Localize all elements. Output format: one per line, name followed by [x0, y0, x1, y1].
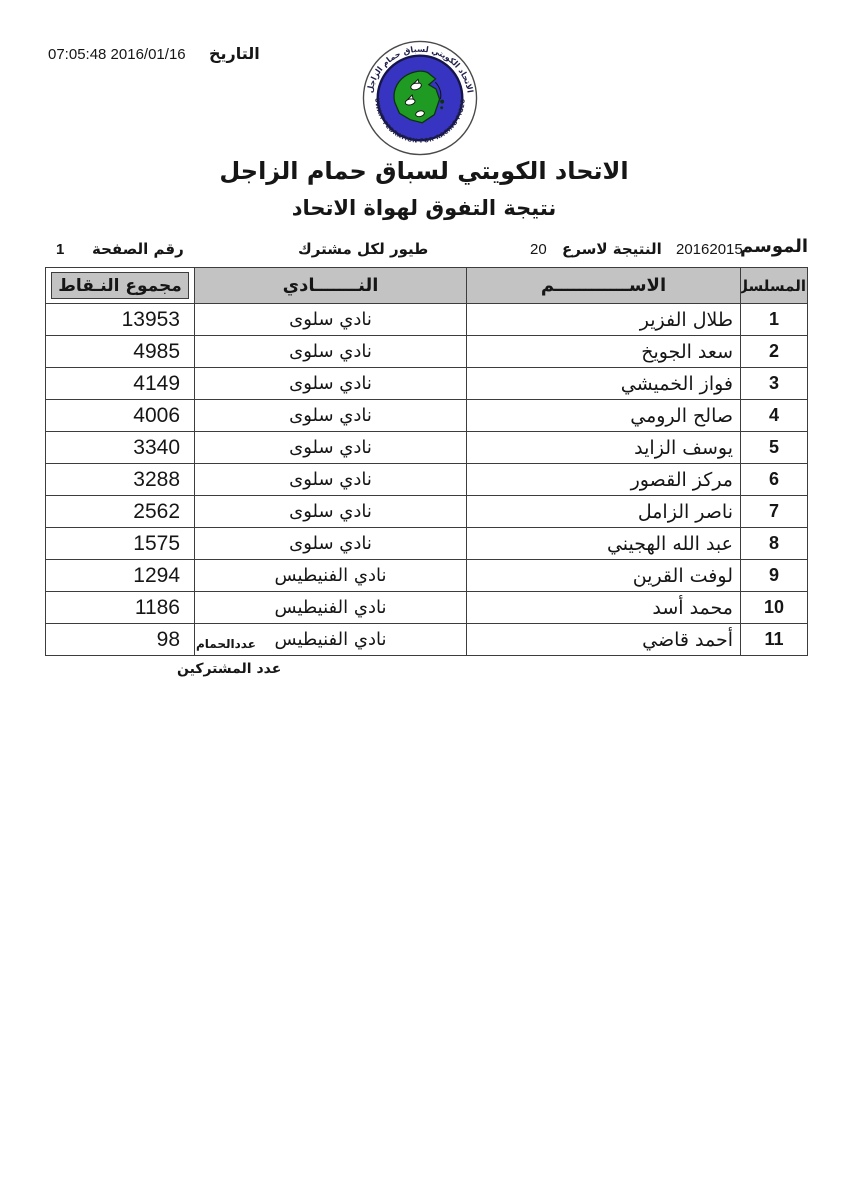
serial-cell: 8: [740, 527, 808, 560]
points-header-box: مجموع النـقاط: [51, 272, 189, 299]
serial-cell: 9: [740, 559, 808, 592]
club-cell: نادي سلوى: [194, 431, 467, 464]
page-subtitle: نتيجة التفوق لهواة الاتحاد: [291, 196, 557, 220]
serial-cell: 10: [740, 591, 808, 624]
federation-logo: الاتحاد الكويتي لسباق حمام الزاجل KUWAIT…: [358, 35, 479, 157]
name-cell: فواز الخميشي: [466, 367, 741, 400]
points-cell: 1294: [45, 559, 195, 592]
table-row: 5 يوسف الزايد نادي سلوى 3340: [45, 431, 808, 464]
results-body: 1 طلال الفزير نادي سلوى 13953 2 سعد الجو…: [45, 303, 808, 656]
participant-count-label: عدد المشتركين: [177, 661, 282, 677]
header-serial: المسلسل: [740, 267, 808, 304]
table-row: 9 لوفت القرين نادي الفنيطيس 1294: [45, 559, 808, 592]
pigeon-count-label: عددالحمام: [196, 637, 256, 651]
page-number-value: 1: [56, 241, 65, 258]
table-row: 1 طلال الفزير نادي سلوى 13953: [45, 303, 808, 336]
serial-cell: 1: [740, 303, 808, 336]
serial-cell: 2: [740, 335, 808, 368]
club-cell: نادي الفنيطيس: [194, 623, 467, 656]
result-label: النتيجة لاسرع: [562, 240, 662, 258]
results-table: المسلسل الاســــــــــــم النـــــــادي …: [45, 267, 808, 656]
table-row: 11 أحمد قاضي نادي الفنيطيس 98: [45, 623, 808, 656]
serial-cell: 7: [740, 495, 808, 528]
points-cell: 4985: [45, 335, 195, 368]
table-header-row: المسلسل الاســــــــــــم النـــــــادي …: [45, 267, 808, 304]
name-cell: ناصر الزامل: [466, 495, 741, 528]
name-cell: طلال الفزير: [466, 303, 741, 336]
pigeon-federation-logo-icon: الاتحاد الكويتي لسباق حمام الزاجل KUWAIT…: [358, 35, 478, 156]
table-row: 2 سعد الجويخ نادي سلوى 4985: [45, 335, 808, 368]
club-cell: نادي سلوى: [194, 335, 467, 368]
serial-cell: 11: [740, 623, 808, 656]
points-cell: 4149: [45, 367, 195, 400]
name-cell: لوفت القرين: [466, 559, 741, 592]
result-value: 20: [530, 241, 547, 258]
name-cell: محمد أسد: [466, 591, 741, 624]
club-cell: نادي الفنيطيس: [194, 591, 467, 624]
pigeon-marks: [404, 78, 425, 118]
report-timestamp: 07:05:48 2016/01/16: [48, 46, 186, 63]
name-cell: سعد الجويخ: [466, 335, 741, 368]
points-cell: 4006: [45, 399, 195, 432]
name-cell: صالح الرومي: [466, 399, 741, 432]
table-row: 4 صالح الرومي نادي سلوى 4006: [45, 399, 808, 432]
points-cell: 98: [45, 623, 195, 656]
page-number-label: رقم الصفحة: [92, 240, 184, 258]
date-label: التاريخ: [209, 44, 260, 63]
points-cell: 2562: [45, 495, 195, 528]
club-cell: نادي سلوى: [194, 527, 467, 560]
header-name: الاســــــــــــم: [466, 267, 741, 304]
table-row: 10 محمد أسد نادي الفنيطيس 1186: [45, 591, 808, 624]
serial-cell: 3: [740, 367, 808, 400]
points-cell: 1186: [45, 591, 195, 624]
serial-cell: 4: [740, 399, 808, 432]
column-border-tick: [194, 642, 195, 653]
page-title: الاتحاد الكويتي لسباق حمام الزاجل: [219, 157, 629, 185]
table-row: 8 عبد الله الهجيني نادي سلوى 1575: [45, 527, 808, 560]
club-cell: نادي الفنيطيس: [194, 559, 467, 592]
season-label: الموسم: [740, 236, 809, 257]
header-club: النـــــــادي: [194, 267, 467, 304]
table-row: 6 مركز القصور نادي سلوى 3288: [45, 463, 808, 496]
table-row: 3 فواز الخميشي نادي سلوى 4149: [45, 367, 808, 400]
serial-cell: 6: [740, 463, 808, 496]
result-suffix: طيور لكل مشترك: [298, 240, 429, 258]
serial-cell: 5: [740, 431, 808, 464]
table-row: 7 ناصر الزامل نادي سلوى 2562: [45, 495, 808, 528]
club-cell: نادي سلوى: [194, 303, 467, 336]
header-points: مجموع النـقاط: [45, 267, 195, 304]
points-cell: 1575: [45, 527, 195, 560]
club-cell: نادي سلوى: [194, 463, 467, 496]
name-cell: يوسف الزايد: [466, 431, 741, 464]
points-cell: 13953: [45, 303, 195, 336]
club-cell: نادي سلوى: [194, 495, 467, 528]
kuwait-map-shape: [393, 70, 445, 124]
name-cell: أحمد قاضي: [466, 623, 741, 656]
points-cell: 3340: [45, 431, 195, 464]
name-cell: عبد الله الهجيني: [466, 527, 741, 560]
name-cell: مركز القصور: [466, 463, 741, 496]
club-cell: نادي سلوى: [194, 399, 467, 432]
club-cell: نادي سلوى: [194, 367, 467, 400]
points-cell: 3288: [45, 463, 195, 496]
season-value: 20162015: [676, 241, 743, 258]
